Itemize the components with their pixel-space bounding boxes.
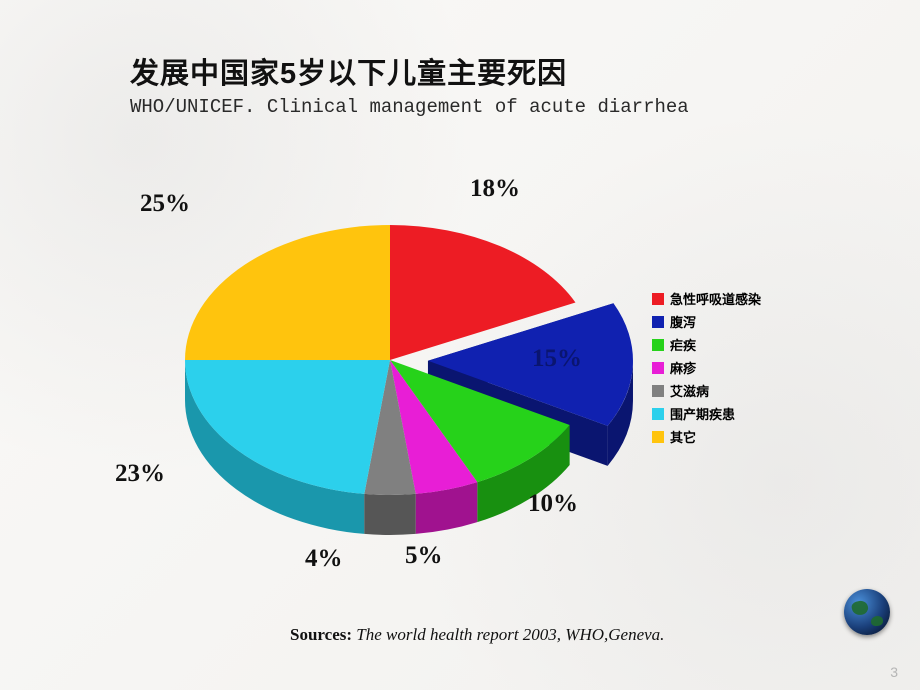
legend-item-0: 急性呼吸道感染	[652, 289, 761, 308]
pct-label-0: 18%	[470, 175, 520, 203]
legend-item-2: 疟疾	[652, 335, 761, 354]
legend-swatch	[652, 339, 664, 351]
pie-slice-6	[185, 225, 390, 360]
pie-svg	[100, 150, 700, 600]
legend-swatch	[652, 408, 664, 420]
legend-swatch	[652, 385, 664, 397]
page-number: 3	[890, 664, 898, 680]
legend-swatch	[652, 293, 664, 305]
legend-item-1: 腹泻	[652, 312, 761, 331]
chart-subtitle: WHO/UNICEF. Clinical management of acute…	[130, 96, 689, 118]
pct-label-4: 4%	[305, 545, 343, 573]
legend-label: 围产期疾患	[670, 404, 735, 423]
sources-line: Sources: The world health report 2003, W…	[290, 625, 664, 645]
pct-label-3: 5%	[405, 542, 443, 570]
legend-item-6: 其它	[652, 427, 761, 446]
pie-chart: 18% 15% 10% 5% 4% 23% 25%	[100, 150, 700, 605]
legend-label: 急性呼吸道感染	[670, 289, 761, 308]
legend-label: 腹泻	[670, 312, 696, 331]
legend-label: 麻疹	[670, 358, 696, 377]
pct-label-2: 10%	[528, 490, 578, 518]
pct-label-6: 25%	[140, 190, 190, 218]
pie-slice-5	[185, 360, 390, 494]
legend-item-5: 围产期疾患	[652, 404, 761, 423]
pct-label-5: 23%	[115, 460, 165, 488]
legend-label: 艾滋病	[670, 381, 709, 400]
legend: 急性呼吸道感染腹泻疟疾麻疹艾滋病围产期疾患其它	[652, 285, 761, 450]
sources-text: The world health report 2003, WHO,Geneva…	[356, 625, 664, 644]
legend-label: 其它	[670, 427, 696, 446]
globe-icon	[844, 589, 890, 635]
legend-item-3: 麻疹	[652, 358, 761, 377]
legend-swatch	[652, 362, 664, 374]
legend-item-4: 艾滋病	[652, 381, 761, 400]
legend-swatch	[652, 316, 664, 328]
legend-swatch	[652, 431, 664, 443]
chart-title: 发展中国家5岁以下儿童主要死因	[130, 50, 567, 92]
legend-label: 疟疾	[670, 335, 696, 354]
pct-label-1: 15%	[532, 345, 582, 373]
sources-label: Sources:	[290, 625, 352, 644]
